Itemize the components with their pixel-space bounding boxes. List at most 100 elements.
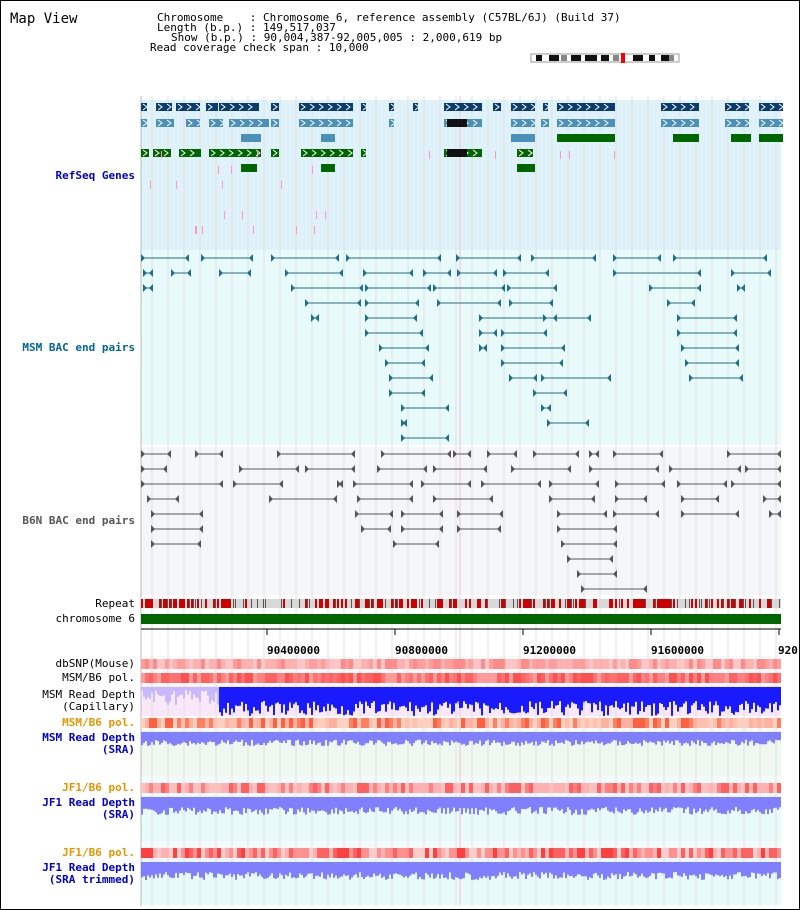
read-depth-bar [303, 797, 305, 813]
gene-strand-arrow [472, 103, 478, 111]
polymorphism-heat-cell [769, 718, 773, 728]
read-depth-bar [155, 797, 157, 813]
polymorphism-heat-cell [325, 783, 329, 793]
polymorphism-heat-cell [401, 848, 405, 858]
polymorphism-heat-cell [565, 659, 569, 669]
repeat-mark [769, 599, 771, 608]
polymorphism-heat-cell [305, 783, 309, 793]
read-depth-bar [397, 732, 399, 745]
polymorphism-heat-cell [429, 848, 433, 858]
read-depth-bar [619, 732, 621, 742]
read-depth-bar [297, 732, 299, 740]
read-depth-bar [301, 797, 303, 808]
polymorphism-heat-cell [721, 718, 725, 728]
repeat-mark [191, 599, 193, 608]
label-b6n-bac[interactable]: B6N BAC end pairs [22, 514, 135, 527]
read-depth-bar [753, 862, 755, 874]
read-depth-bar [583, 687, 585, 702]
gene-strand-arrow [726, 103, 732, 111]
read-depth-bar [551, 732, 553, 744]
polymorphism-heat-cell [333, 673, 337, 683]
read-depth-bar [425, 732, 427, 741]
polymorphism-heat-cell [685, 718, 689, 728]
read-depth-bar [499, 687, 501, 703]
polymorphism-heat-cell [537, 848, 541, 858]
polymorphism-heat-cell [501, 718, 505, 728]
b6n-bac-pair-end-marker [497, 525, 501, 533]
read-depth-bar [559, 797, 561, 811]
polymorphism-heat-cell [461, 718, 465, 728]
read-depth-bar [281, 687, 283, 713]
polymorphism-heat-cell [729, 659, 733, 669]
polymorphism-heat-cell [589, 718, 593, 728]
label-refseq-genes[interactable]: RefSeq Genes [55, 169, 135, 182]
polymorphism-heat-cell [401, 718, 405, 728]
read-depth-bar [299, 732, 301, 745]
gene-exon-block [321, 134, 335, 142]
read-depth-bar [225, 797, 227, 808]
gene-strand-arrow [336, 119, 342, 127]
polymorphism-heat-cell [585, 659, 589, 669]
repeat-mark [741, 599, 743, 608]
polymorphism-heat-cell [573, 783, 577, 793]
b6n-bac-pair-end-marker [357, 495, 361, 503]
gene-strand-arrow [210, 149, 216, 157]
b6n-bac-pair-end-marker [483, 465, 487, 473]
b6n-bac-pair-end-marker [195, 450, 199, 458]
gene-pink-mark [560, 151, 561, 159]
polymorphism-heat-cell [453, 848, 457, 858]
polymorphism-heat-cell [713, 659, 717, 669]
read-depth-bar [197, 732, 199, 743]
read-depth-bar [499, 732, 501, 743]
msm-bac-pair-end-marker [549, 299, 553, 307]
polymorphism-heat-cell [645, 783, 649, 793]
polymorphism-heat-cell [761, 673, 765, 683]
read-depth-bar [651, 732, 653, 743]
gene-pink-mark [195, 226, 196, 234]
read-depth-bar [519, 862, 521, 872]
b6n-bac-pair-end-marker [777, 495, 781, 503]
polymorphism-heat-cell [397, 659, 401, 669]
read-depth-bar [587, 862, 589, 880]
polymorphism-heat-cell [517, 848, 521, 858]
label-msm-bac[interactable]: MSM BAC end pairs [22, 341, 135, 354]
gene-pink-mark [312, 166, 313, 174]
msm-bac-pair-end-marker [149, 269, 153, 277]
polymorphism-heat-cell [557, 848, 561, 858]
gene-strand-arrow [142, 149, 148, 157]
msm-bac-pair-end-marker [365, 284, 369, 292]
read-depth-bar [387, 797, 389, 809]
repeat-mark [309, 599, 310, 608]
repeat-mark [381, 599, 383, 608]
read-depth-bar [475, 732, 477, 743]
polymorphism-heat-cell [393, 848, 397, 858]
polymorphism-heat-cell [141, 848, 145, 858]
chromosome-bar [141, 614, 781, 624]
read-depth-bar [669, 862, 671, 878]
polymorphism-heat-cell [521, 718, 525, 728]
read-depth-bar [555, 862, 557, 876]
read-depth-bar [417, 732, 419, 740]
read-depth-bar [319, 862, 321, 877]
read-depth-bar [451, 862, 453, 879]
polymorphism-heat-cell [669, 848, 673, 858]
read-depth-bar [519, 797, 521, 814]
read-depth-bar [659, 732, 661, 742]
read-depth-bar [397, 687, 399, 711]
polymorphism-heat-cell [357, 848, 361, 858]
read-depth-bar [539, 732, 541, 745]
polymorphism-heat-cell [513, 659, 517, 669]
read-depth-bar [387, 687, 389, 705]
read-depth-bar [593, 862, 595, 874]
msm-bac-pair-end-marker [457, 269, 461, 277]
polymorphism-heat-cell [577, 718, 581, 728]
read-depth-bar [345, 797, 347, 809]
polymorphism-heat-cell [465, 848, 469, 858]
read-depth-bar [655, 687, 657, 716]
read-depth-bar [425, 687, 427, 706]
read-depth-bar [651, 797, 653, 808]
msm-bac-pair-end-marker [305, 299, 309, 307]
read-depth-bar [589, 862, 591, 878]
repeat-mark [145, 599, 147, 608]
